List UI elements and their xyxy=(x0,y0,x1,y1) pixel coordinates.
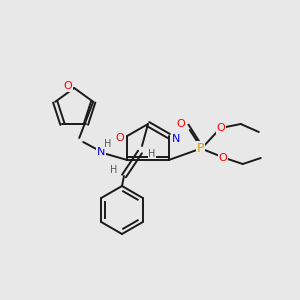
Text: P: P xyxy=(197,142,205,154)
Text: N: N xyxy=(97,147,105,157)
Text: O: O xyxy=(176,119,185,129)
Text: H: H xyxy=(110,165,118,175)
Text: H: H xyxy=(103,139,111,149)
Text: O: O xyxy=(64,81,73,91)
Text: O: O xyxy=(216,123,225,133)
Text: O: O xyxy=(116,133,124,143)
Text: H: H xyxy=(148,149,156,159)
Text: N: N xyxy=(172,134,180,144)
Text: O: O xyxy=(218,153,227,163)
